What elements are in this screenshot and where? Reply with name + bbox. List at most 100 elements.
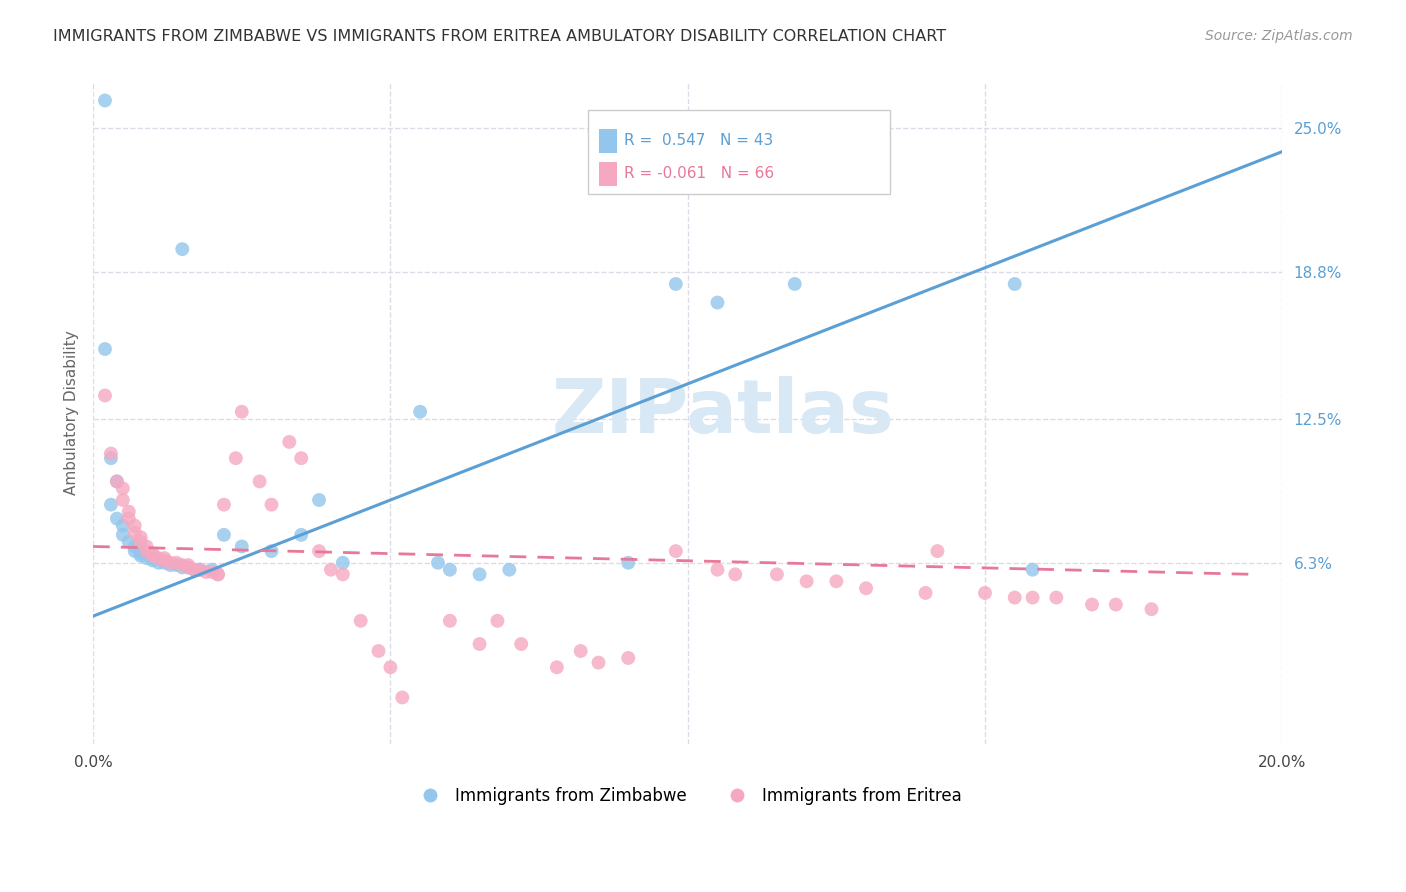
Point: [665, 544, 688, 558]
Point: [94, 94, 117, 108]
Point: [118, 511, 141, 525]
Point: [153, 553, 176, 567]
Point: [207, 567, 229, 582]
Point: [172, 242, 194, 256]
Point: [231, 405, 253, 419]
Point: [142, 546, 165, 560]
Point: [914, 586, 936, 600]
Point: [1021, 591, 1043, 605]
Point: [796, 574, 818, 589]
Point: [510, 637, 533, 651]
Point: [766, 567, 789, 582]
Point: [225, 451, 247, 466]
Point: [111, 528, 134, 542]
Point: [212, 528, 235, 542]
Point: [100, 451, 122, 466]
Point: [825, 574, 848, 589]
Y-axis label: Ambulatory Disability: Ambulatory Disability: [65, 331, 79, 495]
Point: [783, 277, 806, 291]
Point: [1081, 598, 1104, 612]
Point: [124, 540, 146, 554]
Point: [183, 563, 205, 577]
Point: [148, 556, 170, 570]
Point: [153, 551, 176, 566]
Point: [855, 582, 877, 596]
Point: [100, 446, 122, 460]
Point: [468, 637, 491, 651]
Point: [148, 551, 170, 566]
Point: [207, 567, 229, 582]
Point: [927, 544, 949, 558]
Point: [308, 544, 330, 558]
Text: IMMIGRANTS FROM ZIMBABWE VS IMMIGRANTS FROM ERITREA AMBULATORY DISABILITY CORREL: IMMIGRANTS FROM ZIMBABWE VS IMMIGRANTS F…: [53, 29, 946, 44]
Point: [350, 614, 373, 628]
Text: R =  0.547   N = 43: R = 0.547 N = 43: [624, 133, 773, 147]
Point: [439, 563, 461, 577]
Point: [617, 556, 640, 570]
Point: [105, 511, 128, 525]
Point: [111, 518, 134, 533]
Point: [124, 544, 146, 558]
Point: [974, 586, 997, 600]
Point: [177, 560, 200, 574]
Point: [177, 560, 200, 574]
Point: [201, 565, 224, 579]
Point: [468, 567, 491, 582]
Point: [118, 505, 141, 519]
Point: [1004, 591, 1026, 605]
Point: [105, 475, 128, 489]
Point: [135, 540, 157, 554]
Text: ZIPatlas: ZIPatlas: [553, 376, 894, 450]
Point: [290, 528, 312, 542]
Text: Source: ZipAtlas.com: Source: ZipAtlas.com: [1205, 29, 1353, 43]
Point: [588, 656, 610, 670]
Point: [172, 558, 194, 572]
Text: R = -0.061   N = 66: R = -0.061 N = 66: [624, 167, 775, 181]
Point: [367, 644, 389, 658]
Point: [142, 551, 165, 566]
Point: [159, 556, 181, 570]
Point: [111, 482, 134, 496]
Point: [391, 690, 413, 705]
Point: [426, 556, 449, 570]
Point: [100, 498, 122, 512]
Point: [1045, 591, 1067, 605]
Point: [706, 295, 728, 310]
Point: [172, 560, 194, 574]
Point: [129, 534, 152, 549]
Point: [290, 451, 312, 466]
Point: [159, 558, 181, 572]
Point: [195, 565, 218, 579]
Point: [1004, 277, 1026, 291]
Point: [332, 556, 354, 570]
Point: [212, 498, 235, 512]
Point: [94, 388, 117, 402]
Point: [135, 551, 157, 566]
Point: [129, 546, 152, 560]
Point: [724, 567, 747, 582]
Point: [165, 556, 187, 570]
Point: [706, 563, 728, 577]
Point: [201, 563, 224, 577]
Point: [409, 405, 432, 419]
Point: [129, 549, 152, 563]
Point: [142, 549, 165, 563]
Point: [142, 553, 165, 567]
Point: [1105, 598, 1128, 612]
Point: [332, 567, 354, 582]
Point: [665, 277, 688, 291]
Point: [165, 558, 187, 572]
Point: [177, 558, 200, 572]
Point: [124, 525, 146, 540]
Point: [188, 563, 211, 577]
Point: [1140, 602, 1163, 616]
Point: [546, 660, 568, 674]
Point: [617, 651, 640, 665]
Point: [153, 556, 176, 570]
Point: [129, 530, 152, 544]
Point: [319, 563, 342, 577]
Point: [135, 544, 157, 558]
Point: [439, 614, 461, 628]
Point: [249, 475, 271, 489]
Point: [278, 434, 301, 449]
